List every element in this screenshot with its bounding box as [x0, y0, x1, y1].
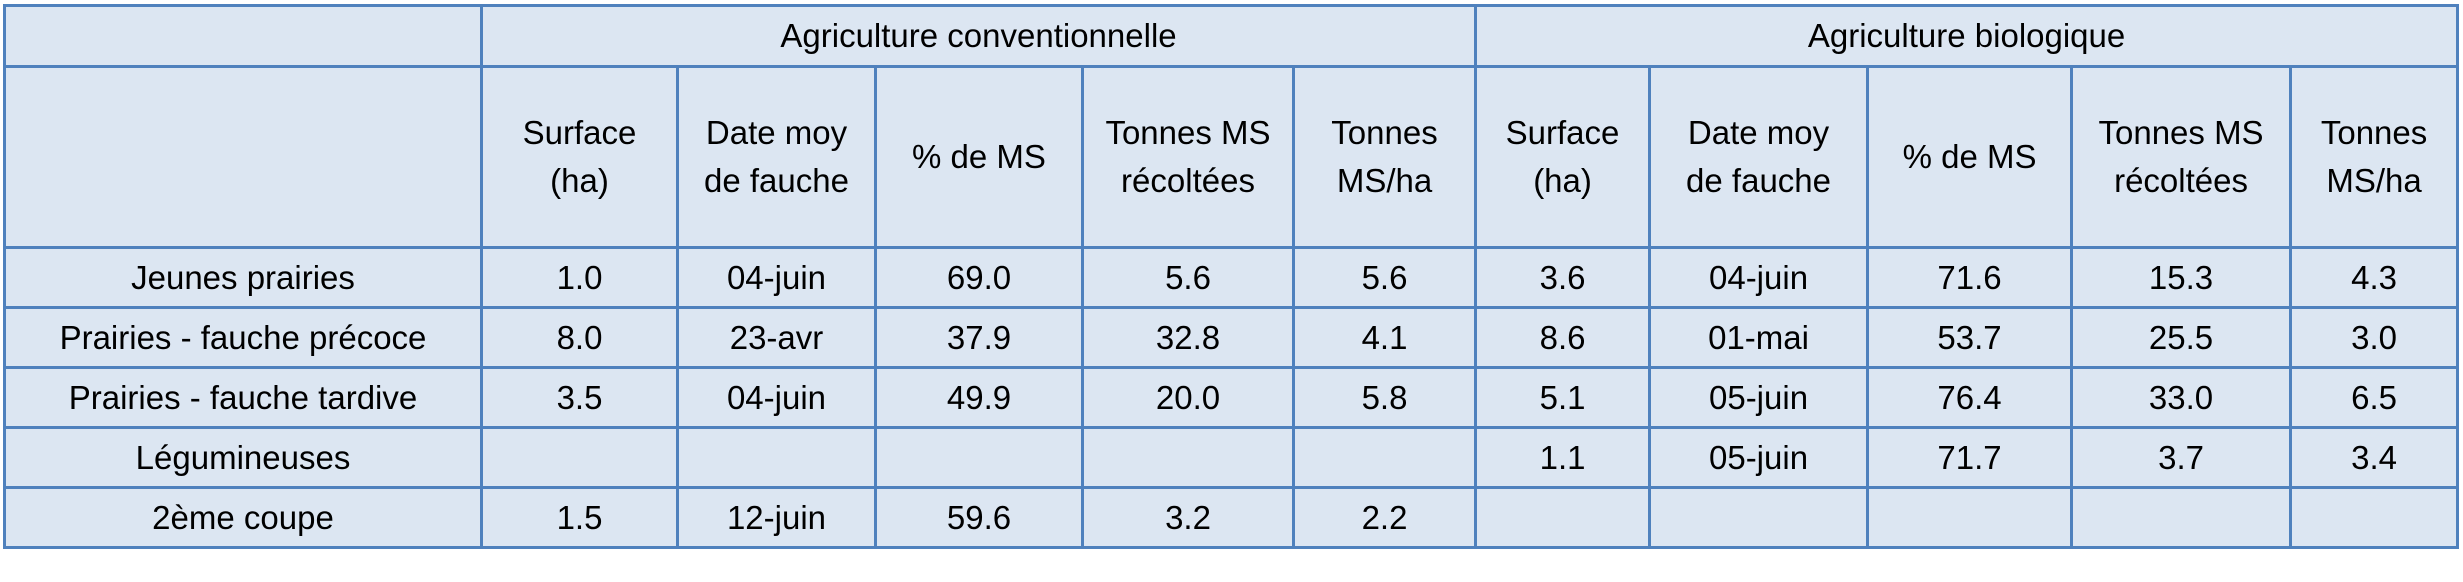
cell-tonnes-bio: 3.7: [2070, 426, 2293, 489]
table-row: 2ème coupe 1.5 12-juin 59.6 3.2 2.2: [3, 486, 2460, 549]
row-label: Légumineuses: [3, 426, 483, 489]
cell-ms-conv: 37.9: [874, 306, 1084, 369]
col-header-tonnes-conv: Tonnes MS récoltées: [1081, 65, 1295, 249]
cell-date-bio: 04-juin: [1648, 246, 1870, 309]
cell-tonnes-ha-conv: [1291, 426, 1478, 489]
cell-tonnes-bio: 33.0: [2070, 366, 2293, 429]
cell-date-conv: 23-avr: [676, 306, 877, 369]
row-label: Prairies - fauche tardive: [3, 366, 483, 429]
cell-ms-conv: 59.6: [874, 486, 1084, 549]
cell-date-conv: [676, 426, 877, 489]
cell-date-conv: 12-juin: [676, 486, 877, 549]
cell-tonnes-ha-conv: 4.1: [1291, 306, 1478, 369]
group-header-row: Agriculture conventionnelle Agriculture …: [3, 4, 2460, 68]
cell-tonnes-bio: [2070, 486, 2293, 549]
cell-tonnes-ha-conv: 5.8: [1291, 366, 1478, 429]
col-header-tonnes-ha-bio: Tonnes MS/ha: [2289, 65, 2460, 249]
cell-tonnes-conv: 3.2: [1081, 486, 1295, 549]
cell-surface-conv: 3.5: [480, 366, 679, 429]
cell-ms-conv: 49.9: [874, 366, 1084, 429]
cell-ms-bio: 53.7: [1866, 306, 2074, 369]
cell-surface-conv: 8.0: [480, 306, 679, 369]
table-row: Légumineuses 1.1 05-juin 71.7 3.7 3.4: [3, 426, 2460, 489]
group-header-conventional: Agriculture conventionnelle: [479, 4, 1478, 68]
cell-tonnes-ha-bio: 4.3: [2289, 246, 2460, 309]
cell-ms-bio: 71.7: [1866, 426, 2074, 489]
corner-cell: [3, 4, 483, 68]
cell-ms-bio: [1866, 486, 2074, 549]
cell-tonnes-ha-bio: 3.0: [2289, 306, 2460, 369]
cell-surface-bio: [1474, 486, 1652, 549]
cell-tonnes-ha-bio: [2289, 486, 2460, 549]
cell-surface-bio: 1.1: [1474, 426, 1652, 489]
cell-date-bio: 05-juin: [1648, 426, 1870, 489]
cell-ms-conv: 69.0: [874, 246, 1084, 309]
cell-date-conv: 04-juin: [676, 366, 877, 429]
harvest-table: Agriculture conventionnelle Agriculture …: [3, 4, 2460, 549]
group-header-organic: Agriculture biologique: [1474, 4, 2460, 68]
cell-surface-bio: 8.6: [1474, 306, 1652, 369]
col-header-surface-bio: Surface (ha): [1474, 65, 1652, 249]
col-header-date-bio: Date moy de fauche: [1648, 65, 1870, 249]
cell-tonnes-ha-bio: 3.4: [2289, 426, 2460, 489]
cell-ms-bio: 76.4: [1866, 366, 2074, 429]
cell-ms-bio: 71.6: [1866, 246, 2074, 309]
cell-tonnes-ha-bio: 6.5: [2289, 366, 2460, 429]
cell-date-bio: [1648, 486, 1870, 549]
cell-date-conv: 04-juin: [676, 246, 877, 309]
cell-tonnes-conv: [1081, 426, 1295, 489]
corner-cell-2: [3, 65, 483, 249]
cell-tonnes-ha-conv: 5.6: [1291, 246, 1478, 309]
col-header-tonnes-bio: Tonnes MS récoltées: [2070, 65, 2293, 249]
cell-surface-bio: 3.6: [1474, 246, 1652, 309]
cell-tonnes-conv: 20.0: [1081, 366, 1295, 429]
cell-surface-conv: 1.5: [480, 486, 679, 549]
col-header-ms-conv: % de MS: [874, 65, 1084, 249]
cell-tonnes-ha-conv: 2.2: [1291, 486, 1478, 549]
col-header-ms-bio: % de MS: [1866, 65, 2074, 249]
cell-surface-conv: [480, 426, 679, 489]
col-header-date-conv: Date moy de fauche: [676, 65, 877, 249]
cell-tonnes-bio: 25.5: [2070, 306, 2293, 369]
col-header-tonnes-ha-conv: Tonnes MS/ha: [1291, 65, 1478, 249]
cell-tonnes-conv: 32.8: [1081, 306, 1295, 369]
table-row: Jeunes prairies 1.0 04-juin 69.0 5.6 5.6…: [3, 246, 2460, 309]
row-label: 2ème coupe: [3, 486, 483, 549]
column-header-row: Surface (ha) Date moy de fauche % de MS To…: [3, 65, 2460, 249]
cell-tonnes-conv: 5.6: [1081, 246, 1295, 309]
table-row: Prairies - fauche précoce 8.0 23-avr 37.…: [3, 306, 2460, 369]
row-label: Jeunes prairies: [3, 246, 483, 309]
cell-date-bio: 05-juin: [1648, 366, 1870, 429]
cell-date-bio: 01-mai: [1648, 306, 1870, 369]
cell-ms-conv: [874, 426, 1084, 489]
row-label: Prairies - fauche précoce: [3, 306, 483, 369]
cell-tonnes-bio: 15.3: [2070, 246, 2293, 309]
col-header-surface-conv: Surface (ha): [480, 65, 679, 249]
table-row: Prairies - fauche tardive 3.5 04-juin 49…: [3, 366, 2460, 429]
cell-surface-conv: 1.0: [480, 246, 679, 309]
cell-surface-bio: 5.1: [1474, 366, 1652, 429]
